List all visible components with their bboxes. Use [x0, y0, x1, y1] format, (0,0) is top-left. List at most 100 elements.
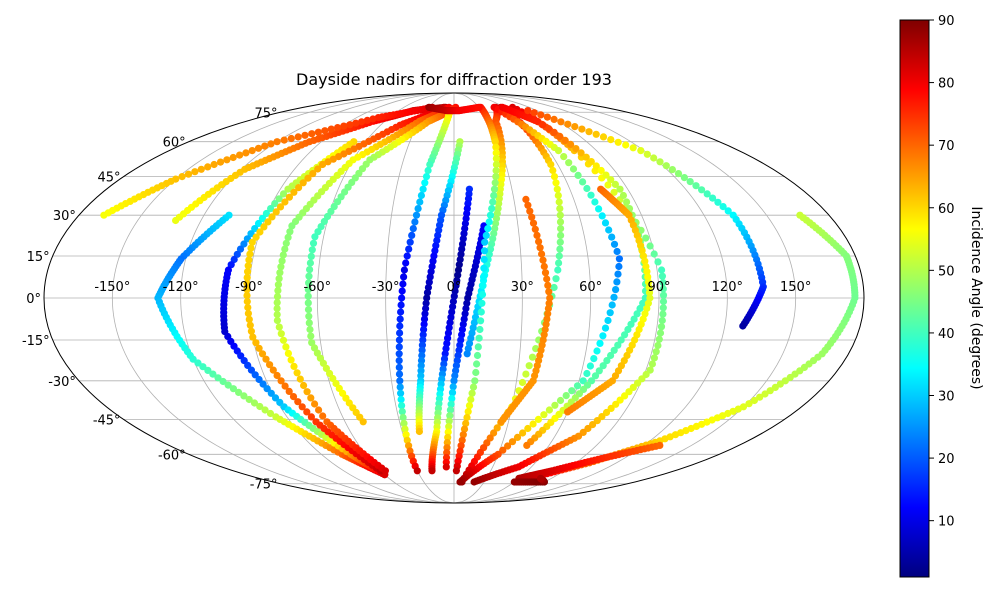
data-point: [607, 351, 615, 360]
x-tick-label: 60°: [579, 280, 602, 295]
data-point: [279, 190, 288, 198]
data-point: [268, 213, 276, 221]
data-point: [262, 209, 270, 218]
data-point: [608, 233, 616, 241]
data-point: [272, 208, 280, 216]
data-point: [273, 138, 281, 146]
data-point: [459, 431, 467, 439]
data-point: [197, 165, 205, 173]
data-point: [578, 125, 586, 133]
data-point: [493, 424, 501, 432]
data-point: [209, 370, 217, 378]
data-point: [236, 245, 245, 253]
orbit-track: [515, 441, 664, 482]
data-point: [449, 383, 457, 391]
data-point: [497, 418, 505, 426]
data-point: [750, 396, 759, 405]
data-point: [267, 140, 275, 148]
data-point: [275, 195, 283, 203]
data-point: [247, 244, 255, 252]
data-point: [456, 478, 464, 486]
data-point: [577, 149, 585, 157]
data-point: [300, 381, 308, 390]
data-point: [235, 388, 243, 396]
data-point: [526, 207, 534, 215]
data-point: [529, 219, 538, 227]
data-point: [275, 275, 283, 283]
data-point: [553, 185, 561, 193]
data-point: [556, 132, 564, 140]
data-point: [276, 203, 285, 211]
data-point: [191, 168, 199, 176]
data-point: [295, 184, 303, 192]
data-point: [536, 474, 545, 482]
data-point: [413, 467, 421, 475]
data-point: [658, 272, 667, 280]
data-point: [277, 263, 285, 271]
data-point: [233, 250, 241, 258]
data-point: [592, 162, 600, 170]
data-point: [400, 419, 408, 427]
data-point: [556, 211, 564, 219]
data-point: [616, 185, 624, 193]
data-point: [244, 268, 252, 276]
data-point: [652, 348, 660, 356]
data-point: [536, 244, 544, 252]
data-point: [419, 185, 427, 193]
data-point: [540, 411, 548, 419]
data-point: [579, 178, 587, 186]
data-point: [484, 225, 492, 233]
data-point: [285, 193, 293, 201]
x-tick-label: -150°: [94, 280, 130, 295]
data-point: [599, 362, 607, 370]
data-point: [771, 383, 779, 391]
data-point: [219, 377, 227, 386]
data-point: [374, 114, 382, 122]
data-point: [301, 131, 309, 139]
data-point: [591, 372, 600, 380]
orbit-track: [154, 211, 389, 479]
data-point: [243, 274, 251, 282]
colorbar-label: Incidence Angle (degrees): [968, 206, 984, 389]
data-point: [745, 400, 753, 408]
data-point: [276, 269, 284, 277]
data-point: [398, 294, 406, 302]
data-point: [266, 409, 275, 418]
data-point: [229, 153, 237, 162]
data-point: [258, 214, 266, 223]
data-point: [199, 363, 207, 371]
data-point: [422, 299, 430, 307]
data-point: [572, 145, 580, 153]
data-point: [395, 343, 403, 351]
data-point: [280, 136, 288, 144]
data-point: [396, 383, 404, 391]
data-point: [246, 250, 254, 258]
data-point: [296, 375, 304, 383]
data-point: [455, 261, 463, 269]
map-outline: [43, 92, 865, 504]
data-point: [537, 111, 545, 119]
data-point: [524, 107, 532, 115]
data-point: [418, 351, 426, 360]
y-tick-label: -15°: [22, 334, 50, 349]
data-point: [396, 377, 404, 385]
longitude-tick-labels: -150° -120° -90° -60° -30° 0° 30° 60° 90° 120° 150…: [94, 280, 811, 295]
data-point: [445, 423, 453, 431]
data-point: [480, 247, 489, 255]
data-point: [319, 412, 327, 420]
data-point: [269, 366, 277, 374]
data-point: [278, 257, 286, 265]
data-point: [446, 406, 454, 414]
data-point: [236, 151, 244, 159]
data-point: [303, 408, 311, 416]
data-point: [656, 158, 664, 166]
data-point: [592, 130, 600, 138]
data-point: [612, 286, 620, 294]
data-point: [276, 398, 284, 406]
data-point: [420, 315, 429, 323]
data-point: [414, 205, 422, 213]
data-point: [308, 246, 316, 254]
data-point: [605, 226, 613, 234]
data-point: [482, 231, 490, 239]
x-tick-label: 30°: [511, 280, 534, 295]
